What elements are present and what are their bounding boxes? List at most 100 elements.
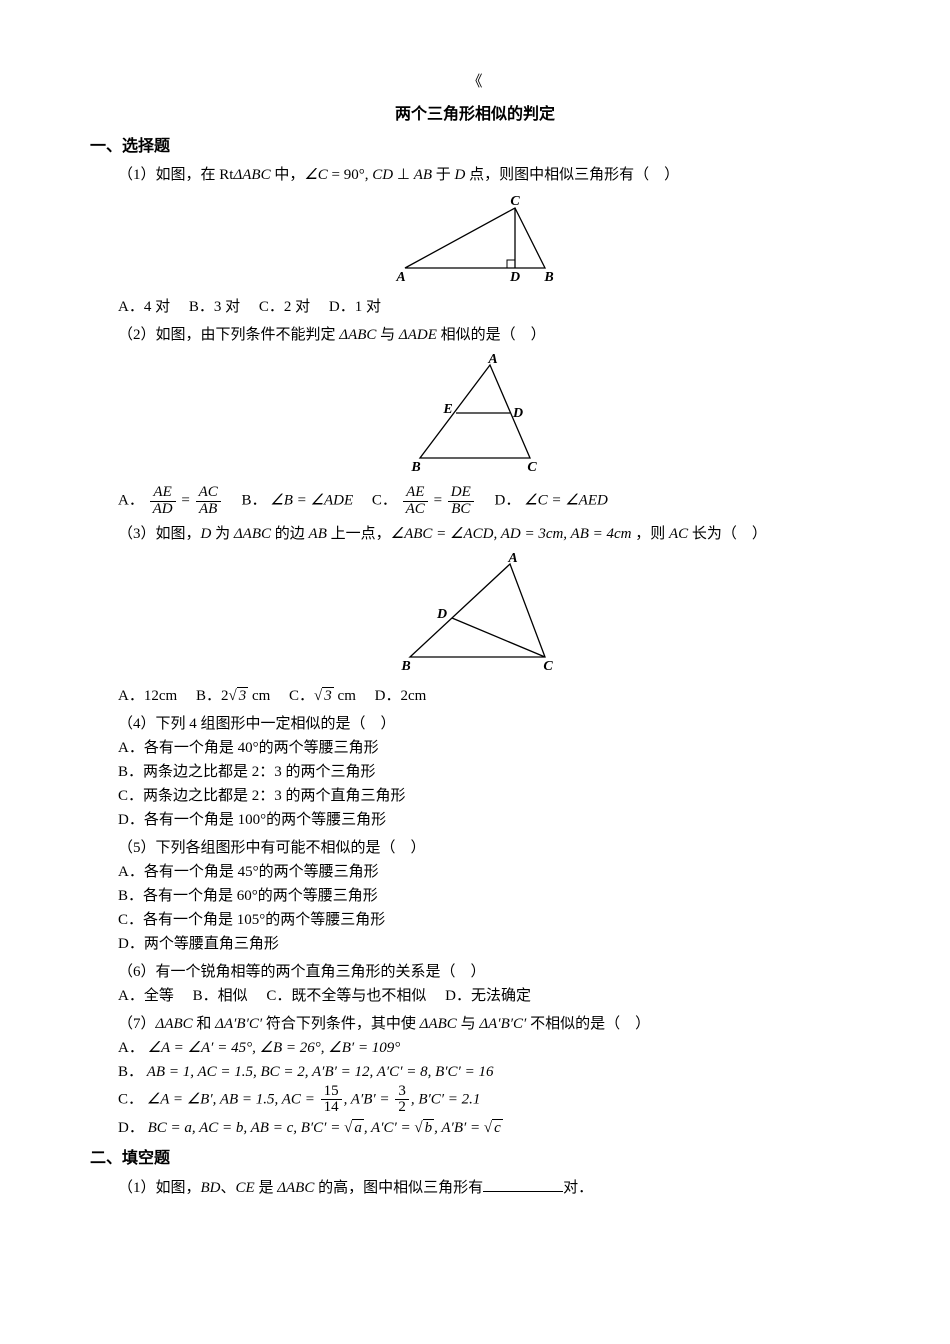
q2-suffix: 相似的是（ ） <box>437 327 546 343</box>
svg-text:A: A <box>487 353 497 367</box>
f1-mid3: 的高，图中相似三角形有 <box>314 1180 483 1196</box>
q2-fracC1: AEAC <box>403 485 428 518</box>
q1-optD: D．1 对 <box>329 299 381 315</box>
q1-tri: ΔABC <box>233 167 270 183</box>
svg-text:D: D <box>512 406 523 421</box>
q2-optB: B． <box>242 493 267 509</box>
q3-options: A．12cm B．2√3 cm C．√3 cm D．2cm <box>118 684 860 708</box>
svg-text:A: A <box>507 552 517 566</box>
q1-suffix: 点，则图中相似三角形有（ ） <box>465 167 679 183</box>
q4-optA: A．各有一个角是 40°的两个等腰三角形 <box>118 736 860 760</box>
q5-optC: C．各有一个角是 105°的两个等腰三角形 <box>118 908 860 932</box>
question-5: （5）下列各组图形中有可能不相似的是（ ） <box>118 836 860 860</box>
q2-tri2: ΔADE <box>399 327 437 343</box>
q3-tri: ΔABC <box>234 526 271 542</box>
q5-optA: A．各有一个角是 45°的两个等腰三角形 <box>118 860 860 884</box>
q7-mid3: 与 <box>457 1016 480 1032</box>
q3-mid2: 的边 <box>271 526 309 542</box>
guillemet: 《 <box>90 70 860 94</box>
q2-optB-math: ∠B = ∠ADE <box>270 493 353 509</box>
q2-fracC2: DEBC <box>448 485 474 518</box>
q7-mid1: 和 <box>193 1016 216 1032</box>
q3-mid3: 上一点， <box>327 526 391 542</box>
q1-optB: B．3 对 <box>189 299 240 315</box>
sqrt-icon: √3 <box>228 684 248 708</box>
q3-mid4: ，则 <box>631 526 669 542</box>
f1-ce: CE <box>236 1180 255 1196</box>
q2-fracA1: AEAD <box>150 485 176 518</box>
q1-eq90: = 90°, <box>332 167 369 183</box>
q6-optC: C．既不全等与也不相似 <box>266 988 426 1004</box>
q7-optC-pre: C． <box>118 1091 143 1107</box>
q7-prefix: （7） <box>118 1016 156 1032</box>
question-6: （6）有一个锐角相等的两个直角三角形的关系是（ ） <box>118 960 860 984</box>
q1-ab: AB <box>414 167 432 183</box>
q2-tri1: ΔABC <box>339 327 376 343</box>
question-4: （4）下列 4 组图形中一定相似的是（ ） <box>118 712 860 736</box>
q3-optB-unit: cm <box>248 688 270 704</box>
svg-text:D: D <box>436 607 447 622</box>
q2-mid: 与 <box>376 327 399 343</box>
section-1-heading: 一、选择题 <box>90 134 860 160</box>
q7-suffix: 不相似的是（ ） <box>526 1016 650 1032</box>
q3-eq: ∠ABC = ∠ACD, AD = 3cm, AB = 4cm <box>391 526 632 542</box>
q1-mid: 中， <box>271 167 305 183</box>
q1-d: D <box>455 167 466 183</box>
question-2: （2）如图，由下列条件不能判定 ΔABC 与 ΔADE 相似的是（ ） <box>118 323 860 347</box>
q2-prefix: （2）如图，由下列条件不能判定 <box>118 327 339 343</box>
q7-optD-line: D． BC = a, AC = b, AB = c, B′C′ = √a , A′… <box>118 1116 860 1140</box>
q7-optD-lead: BC = a, AC = b, AB = c, B′C′ = <box>148 1120 345 1136</box>
fill-1: （1）如图，BD、CE 是 ΔABC 的高，图中相似三角形有对． <box>118 1176 860 1200</box>
question-1: （1）如图，在 RtΔABC 中，∠C = 90°, CD ⊥ AB 于 D 点… <box>118 163 860 187</box>
q7-optA: ∠A = ∠A′ = 45°, ∠B = 26°, ∠B′ = 109° <box>148 1040 401 1056</box>
q1-perp: ⊥ <box>397 167 410 183</box>
sqrt-icon: √b <box>414 1116 434 1140</box>
q7-tri3: ΔABC <box>420 1016 457 1032</box>
q7-optA-pre: A． <box>118 1040 144 1056</box>
q1-mid2: 于 <box>432 167 455 183</box>
svg-text:E: E <box>442 402 452 417</box>
q6-optD: D．无法确定 <box>445 988 531 1004</box>
q6-optB: B．相似 <box>193 988 248 1004</box>
svg-text:B: B <box>543 270 553 283</box>
q2-optC: C． <box>372 493 397 509</box>
q3-optB: B． <box>196 688 221 704</box>
sqrt-icon: √c <box>484 1116 503 1140</box>
figure-3: A D B C <box>90 552 860 680</box>
q7-fracC1: 1514 <box>321 1084 342 1117</box>
q3-ac: AC <box>669 526 688 542</box>
blank-input[interactable] <box>483 1176 563 1192</box>
svg-text:C: C <box>543 659 553 672</box>
q7-optC-end: , B′C′ = 2.1 <box>411 1091 481 1107</box>
svg-text:B: B <box>410 460 420 473</box>
q7-fracC2: 32 <box>395 1084 409 1117</box>
f1-prefix: （1）如图， <box>118 1180 201 1196</box>
q7-optD-m2: , A′B′ = <box>434 1120 484 1136</box>
q1-cd: CD <box>372 167 393 183</box>
q3-optC-unit: cm <box>334 688 356 704</box>
f1-bd: BD <box>201 1180 221 1196</box>
section-2-heading: 二、填空题 <box>90 1146 860 1172</box>
q3-mid1: 为 <box>211 526 234 542</box>
q3-optB-num: 2 <box>221 688 229 704</box>
svg-text:C: C <box>510 194 520 209</box>
f1-mid: 、 <box>221 1180 236 1196</box>
figure-2: A E D B C <box>90 353 860 481</box>
q5-optD: D．两个等腰直角三角形 <box>118 932 860 956</box>
q7-tri1: ΔABC <box>156 1016 193 1032</box>
q3-ab: AB <box>309 526 327 542</box>
q2-options: A． AEAD = ACAB B． ∠B = ∠ADE C． AEAC = DE… <box>118 485 860 518</box>
f1-suffix: 对． <box>563 1180 593 1196</box>
q1-options: A．4 对 B．3 对 C．2 对 D．1 对 <box>118 295 860 319</box>
q1-optA: A．4 对 <box>118 299 170 315</box>
q2-optA: A． <box>118 493 144 509</box>
q3-optA: A．12cm <box>118 688 177 704</box>
sqrt-icon: √a <box>344 1116 364 1140</box>
svg-text:A: A <box>395 270 405 283</box>
q1-optC: C．2 对 <box>259 299 310 315</box>
q7-optA-line: A． ∠A = ∠A′ = 45°, ∠B = 26°, ∠B′ = 109° <box>118 1036 860 1060</box>
question-7: （7）ΔABC 和 ΔA′B′C′ 符合下列条件，其中使 ΔABC 与 ΔA′B… <box>118 1012 860 1036</box>
q6-options: A．全等 B．相似 C．既不全等与也不相似 D．无法确定 <box>118 984 860 1008</box>
f1-tri: ΔABC <box>277 1180 314 1196</box>
q7-optD-pre: D． <box>118 1120 144 1136</box>
